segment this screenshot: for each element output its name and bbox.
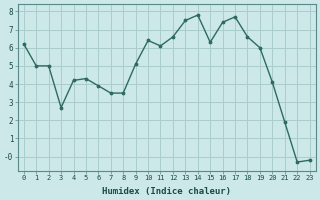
X-axis label: Humidex (Indice chaleur): Humidex (Indice chaleur)	[102, 187, 231, 196]
